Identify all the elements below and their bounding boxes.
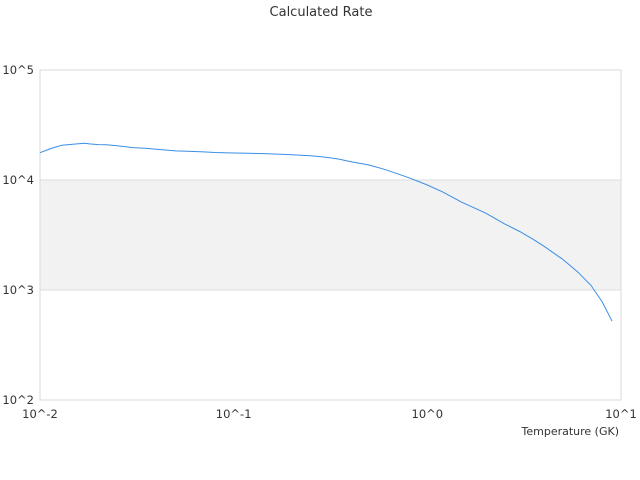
y-tick-label: 10^5 [2, 63, 34, 77]
y-shaded-band [40, 180, 621, 290]
x-axis-ticks: 10^-2 10^-1 10^0 10^1 [22, 407, 637, 421]
x-tick-label: 10^-1 [216, 407, 252, 421]
y-tick-label: 10^3 [2, 283, 34, 297]
x-tick-label: 10^1 [605, 407, 637, 421]
series-layer [39, 142, 613, 322]
x-tick-label: 10^-2 [22, 407, 58, 421]
x-tick-label: 10^0 [412, 407, 444, 421]
y-axis-ticks: 10^5 10^4 10^3 10^2 [2, 63, 34, 407]
y-tick-label: 10^4 [2, 173, 34, 187]
series-line [39, 142, 613, 322]
x-axis-label: Temperature (GK) [521, 425, 620, 438]
plot-frame [39, 69, 622, 401]
chart-title: Calculated Rate [270, 5, 373, 20]
y-tick-label: 10^2 [2, 393, 34, 407]
